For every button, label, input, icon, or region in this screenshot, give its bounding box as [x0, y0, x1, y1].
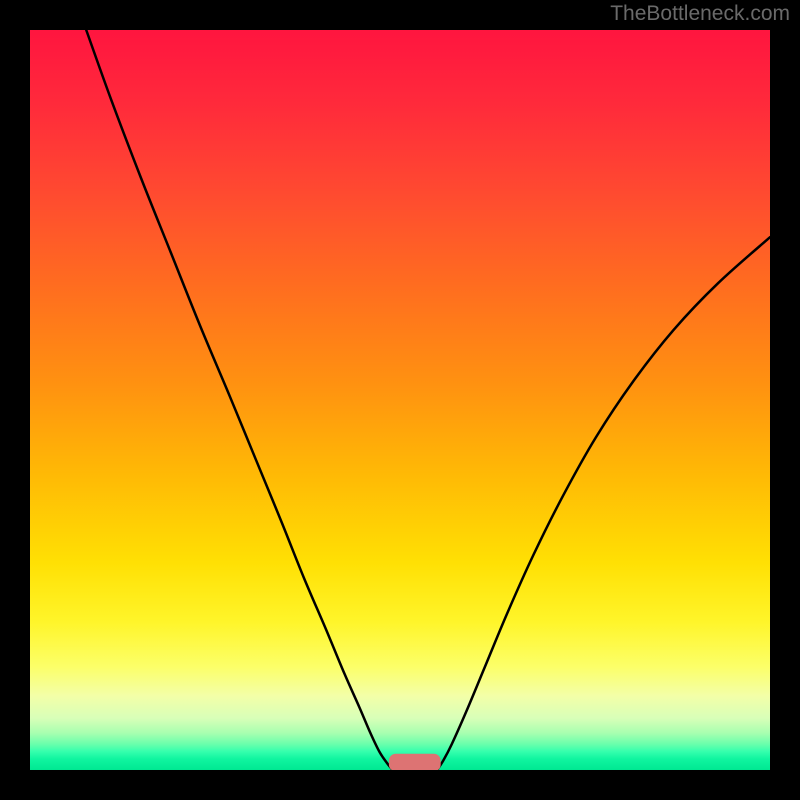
plot-background	[30, 30, 770, 770]
bottleneck-curve-chart	[0, 0, 800, 800]
bottleneck-marker	[389, 754, 441, 772]
watermark-text: TheBottleneck.com	[610, 2, 790, 26]
chart-root: TheBottleneck.com	[0, 0, 800, 800]
